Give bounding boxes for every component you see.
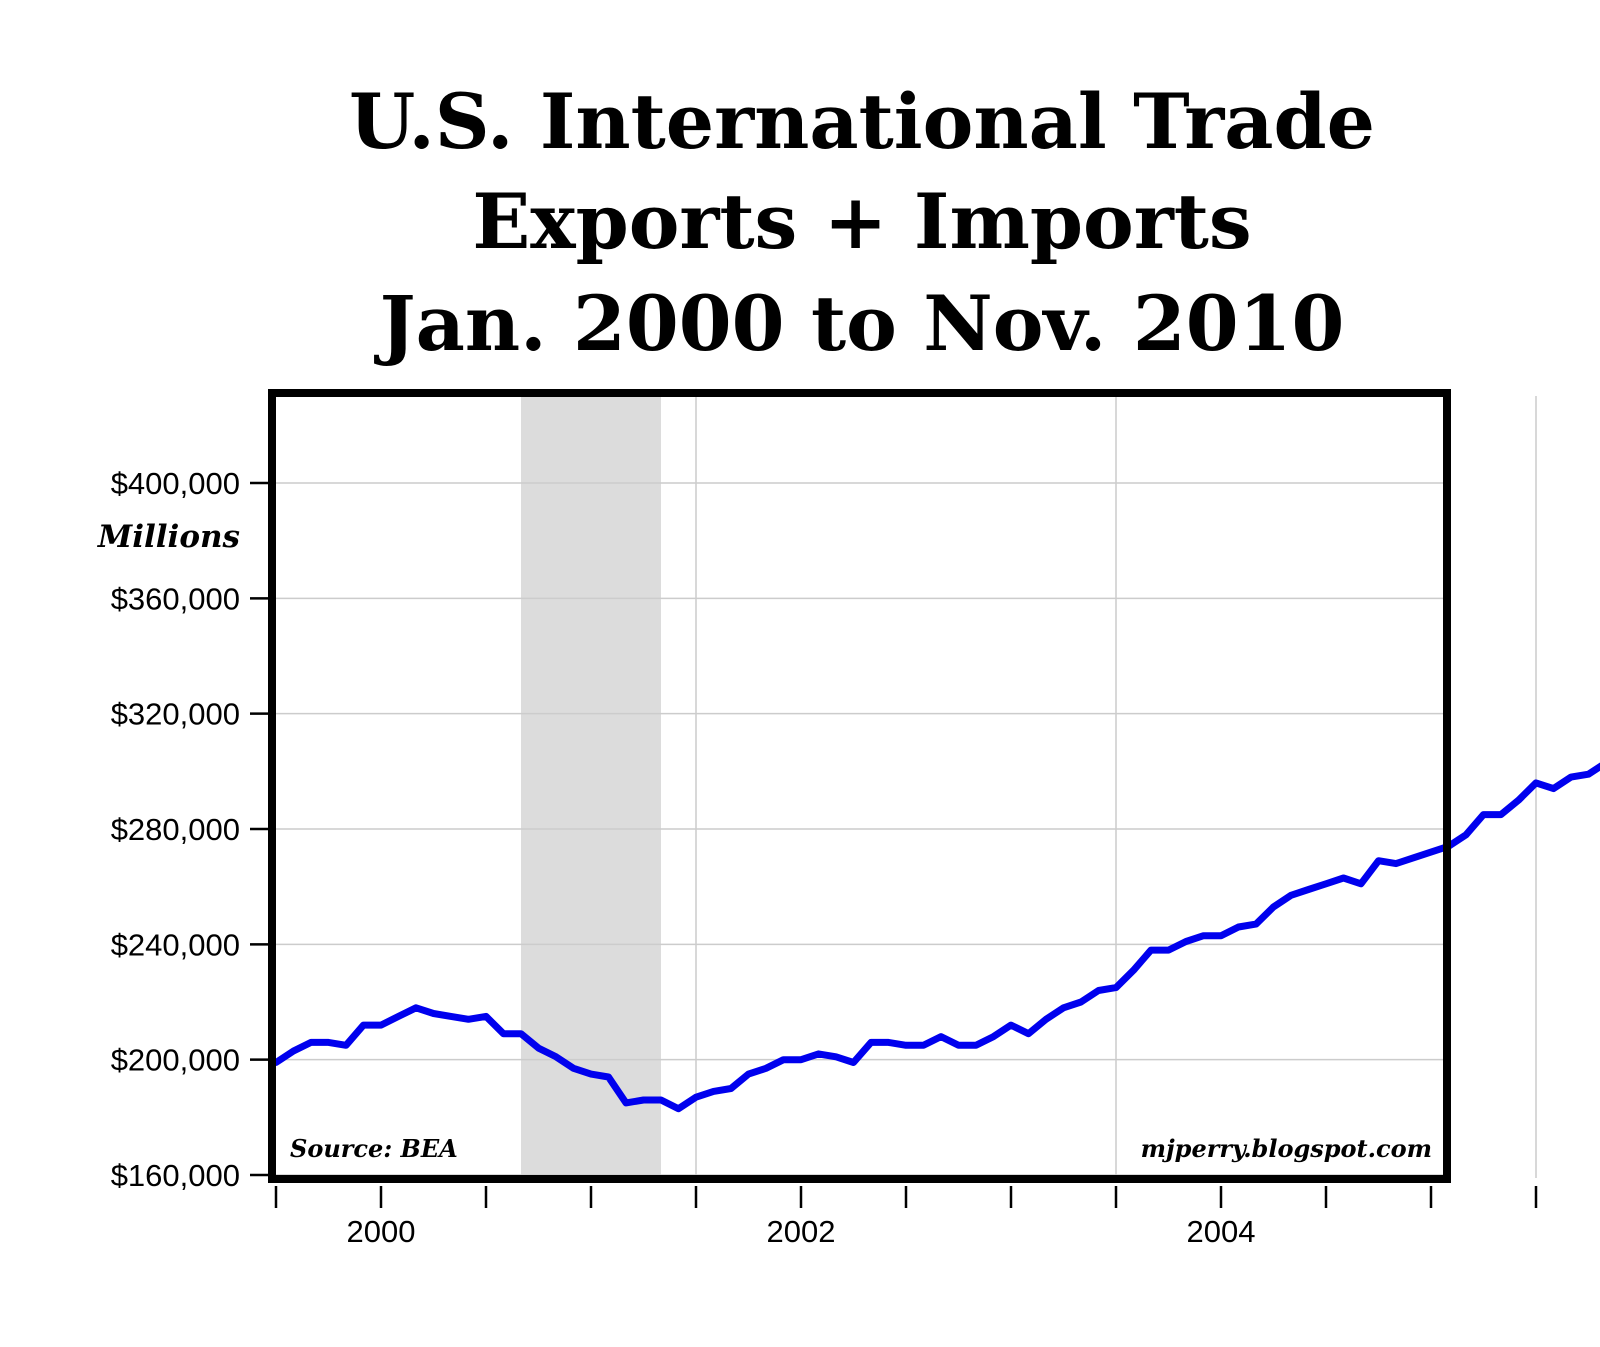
x-tick-label: 2000 [347, 1214, 416, 1249]
plot-area [276, 396, 1446, 1178]
y-axis-unit-label: Millions [97, 519, 240, 555]
chart-title-line-1: U.S. International Trade [349, 77, 1375, 166]
plot-background [276, 396, 1446, 1178]
x-axis: 200020022004200620082010 [274, 1186, 1538, 1249]
y-tick-label: $200,000 [111, 1043, 240, 1078]
source-note: Source: BEA [290, 1134, 458, 1163]
series-layer [272, 762, 1600, 1113]
chart-title-line-3: Jan. 2000 to Nov. 2010 [374, 279, 1345, 368]
y-tick-label: $240,000 [111, 927, 240, 962]
y-tick-label: $280,000 [111, 812, 240, 847]
y-tick-label: $160,000 [111, 1158, 240, 1193]
y-tick-label: $320,000 [111, 697, 240, 732]
series-line-trade-total [272, 762, 1600, 1113]
chart-title-line-2: Exports + Imports [472, 177, 1251, 266]
x-tick-label: 2002 [767, 1214, 836, 1249]
y-tick-label: $400,000 [111, 466, 240, 501]
y-axis: $400,000 $360,000 $320,000 $280,000 $240,000… [111, 466, 268, 1193]
chart-title: U.S. International Trade Exports + Impor… [349, 77, 1375, 368]
recession-band-1 [521, 396, 661, 1178]
x-tick-label: 2004 [1187, 1214, 1256, 1249]
plot-frame [268, 389, 1451, 1183]
credit-note: mjperry.blogspot.com [1141, 1134, 1432, 1163]
y-tick-label: $360,000 [111, 581, 240, 616]
